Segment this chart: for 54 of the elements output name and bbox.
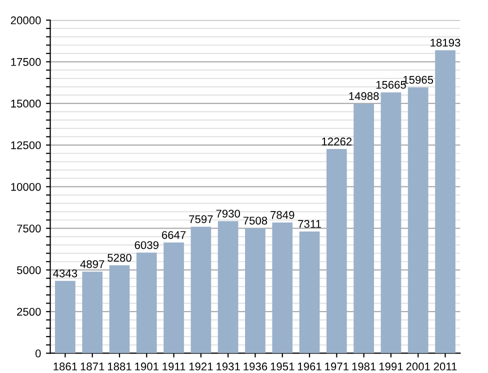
data-label: 5280: [108, 254, 132, 262]
x-tick-label: 2001: [406, 362, 430, 370]
data-label: 7930: [216, 210, 240, 218]
x-tick-label: 1981: [352, 362, 376, 370]
x-tick-label: 1971: [325, 362, 348, 370]
y-tick-label: 15000: [11, 100, 41, 108]
y-tick-label: 17500: [11, 58, 41, 66]
bar: [218, 221, 238, 354]
data-label: 4897: [80, 260, 104, 268]
x-tick-label: 1901: [135, 362, 158, 370]
x-tick-label: 1931: [216, 362, 240, 370]
y-tick-label: 2500: [17, 308, 41, 316]
data-label: 6039: [134, 241, 158, 250]
x-tick-label: 1871: [80, 362, 104, 370]
y-tick-label: 10000: [11, 182, 41, 191]
y-tick-label: 0: [35, 350, 41, 358]
bar: [190, 226, 212, 354]
bar: [380, 92, 402, 354]
data-label: 6647: [162, 231, 186, 239]
bar: [326, 149, 347, 354]
bar: [408, 87, 428, 354]
y-tick-label: 7500: [17, 224, 41, 232]
data-label: 15965: [404, 76, 434, 84]
y-tick-label: 5000: [16, 266, 41, 274]
data-label: 7311: [298, 220, 321, 228]
data-label: 14988: [349, 92, 379, 100]
y-tick-label: 20000: [10, 16, 41, 24]
data-label: 4343: [53, 269, 78, 278]
x-tick-label: 1991: [379, 362, 403, 370]
data-label: 7849: [270, 211, 294, 219]
x-tick-label: 1921: [189, 362, 213, 370]
data-label: 18193: [430, 38, 460, 47]
bar: [109, 265, 130, 354]
y-tick-label: 12500: [11, 141, 41, 150]
bar: [164, 242, 184, 354]
bar: [354, 104, 374, 354]
data-label: 7597: [189, 215, 213, 224]
bar: [272, 222, 293, 354]
x-tick-label: 1961: [298, 362, 322, 370]
x-tick-label: 2011: [434, 362, 457, 370]
bar: [435, 50, 456, 354]
x-tick-label: 1951: [270, 362, 294, 370]
bar: [299, 231, 320, 354]
bar: [82, 272, 103, 354]
x-tick-label: 1911: [162, 362, 186, 370]
bar: [245, 228, 266, 354]
bar: [55, 280, 76, 354]
data-label: 15665: [376, 80, 406, 89]
x-tick-label: 1881: [108, 362, 132, 370]
x-tick-label: 1861: [54, 362, 78, 370]
data-label: 7508: [243, 216, 268, 225]
bar: [136, 252, 157, 354]
x-tick-label: 1936: [244, 362, 268, 370]
data-label: 12262: [322, 138, 352, 146]
